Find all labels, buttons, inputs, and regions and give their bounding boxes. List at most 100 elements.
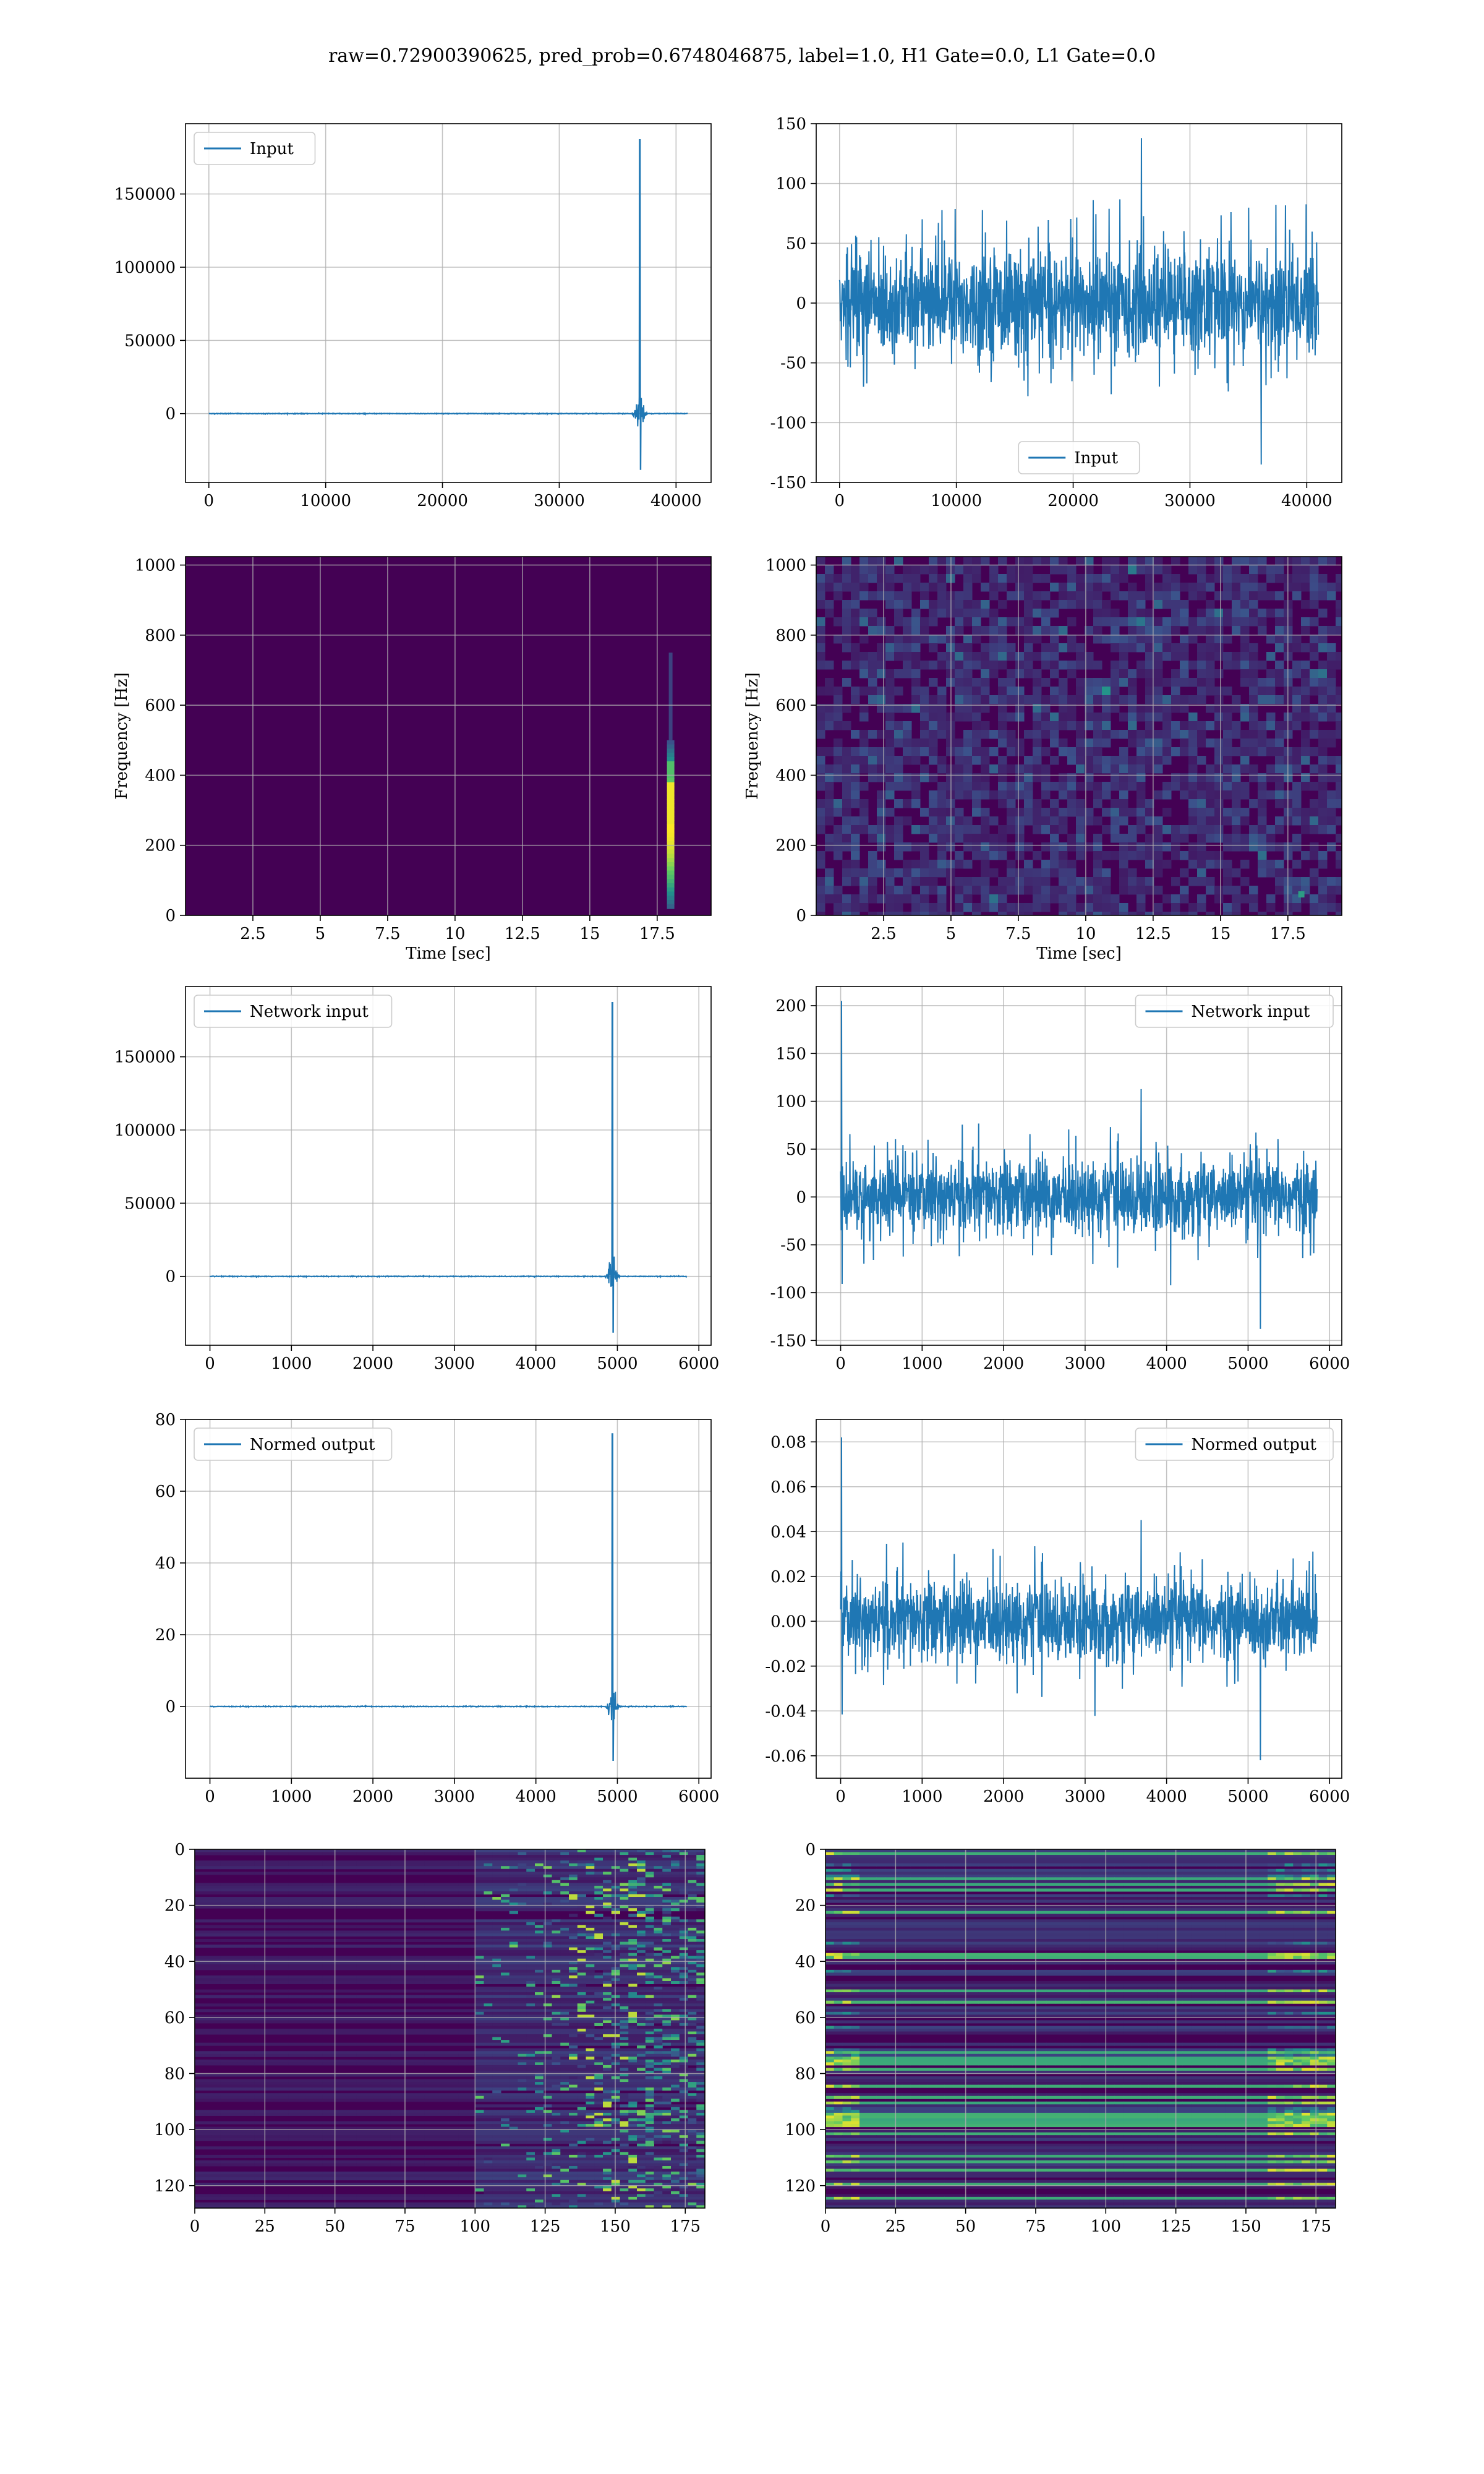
spectrogram-cell — [894, 704, 903, 713]
spectrogram-cell — [1266, 565, 1276, 575]
feature-map-cell — [373, 1967, 382, 1971]
spectrogram-cell — [1050, 816, 1059, 826]
feature-map-cell — [543, 1964, 552, 1967]
spectrogram-cell — [1310, 557, 1319, 566]
spectrogram-cell — [1266, 635, 1276, 644]
spectrogram-cell — [877, 860, 886, 869]
spectrogram-cell — [851, 617, 860, 627]
feature-map-cell — [603, 1947, 612, 1951]
feature-map-cell — [696, 1998, 705, 2001]
feature-map-cell — [475, 1978, 484, 1982]
feature-map-cell — [339, 1980, 348, 1984]
spectrogram-cell — [834, 912, 843, 915]
feature-map-cell — [382, 1925, 391, 1928]
feature-map-cell — [645, 2003, 654, 2007]
feature-map-cell — [594, 1927, 603, 1931]
feature-map-cell — [288, 1995, 297, 1998]
spectrogram-cell — [920, 661, 929, 670]
feature-map-cell — [603, 2011, 612, 2015]
feature-map-cell — [313, 1899, 323, 1903]
feature-map-cell — [586, 2009, 595, 2013]
feature-map-cell — [688, 1863, 697, 1867]
feature-map-cell — [509, 1852, 518, 1856]
spectrogram-cell — [937, 574, 947, 583]
spectrogram-cell — [929, 790, 938, 800]
spectrogram-cell — [868, 652, 877, 661]
spectrogram-cell — [1024, 661, 1033, 670]
feature-map-cell — [645, 1967, 654, 1971]
feature-map-cell — [322, 1995, 331, 1998]
spectrogram-cell — [1128, 678, 1137, 687]
feature-map-cell — [603, 1852, 612, 1856]
feature-map-cell — [552, 1905, 561, 1909]
feature-map-cell — [458, 1872, 467, 1875]
feature-map-cell — [535, 1995, 544, 1998]
spectrogram-cell — [1171, 730, 1180, 739]
spectrogram-cell — [1232, 790, 1241, 800]
spectrogram-cell — [1301, 851, 1310, 860]
feature-map-cell — [688, 1992, 697, 1996]
feature-map-cell — [297, 2003, 306, 2007]
feature-map-cell — [484, 2011, 493, 2015]
feature-map-cell — [577, 1872, 586, 1875]
x-tick-label: 4000 — [1146, 1787, 1187, 1806]
spectrogram-cell — [885, 583, 895, 592]
feature-map-cell — [229, 1860, 238, 1864]
spectrogram-cell — [1188, 695, 1198, 704]
spectrogram-cell — [1076, 600, 1085, 609]
spectrogram-cell — [920, 747, 929, 756]
feature-map-cell — [662, 1956, 672, 1959]
feature-map-cell — [645, 1950, 654, 1954]
spectrogram-cell — [1067, 661, 1077, 670]
feature-map-cell — [484, 1939, 493, 1943]
spectrogram-cell — [1171, 877, 1180, 886]
spectrogram-cell — [1275, 747, 1284, 756]
feature-map-cell — [279, 2014, 289, 2018]
spectrogram-cell — [1067, 842, 1077, 852]
spectrogram-cell — [1119, 713, 1128, 722]
feature-map-cell — [552, 1992, 561, 1996]
spectrogram-cell — [1258, 721, 1267, 730]
feature-map-cell — [501, 1855, 510, 1859]
feature-map-cell — [637, 1987, 646, 1990]
spectrogram-cell — [1171, 851, 1180, 860]
feature-map-cell — [484, 1868, 493, 1872]
feature-map-cell — [679, 2000, 688, 2004]
spectrogram-cell — [903, 635, 912, 644]
feature-map-cell — [424, 1849, 433, 1853]
spectrogram-cell — [911, 583, 921, 592]
feature-map-cell — [399, 1945, 408, 1948]
feature-map-cell — [594, 1947, 603, 1951]
feature-map-cell — [458, 1945, 467, 1948]
feature-map-cell — [654, 2003, 663, 2007]
spectrogram-cell — [851, 773, 860, 782]
spectrogram-cell — [894, 799, 903, 808]
spectrogram-cell — [1171, 609, 1180, 618]
feature-map-cell — [288, 1975, 297, 1979]
feature-map-cell — [220, 1852, 229, 1856]
spectrogram-cell — [1336, 773, 1342, 782]
feature-map-cell — [458, 2003, 467, 2007]
feature-map-cell — [373, 1891, 382, 1894]
feature-map-cell — [390, 1849, 399, 1853]
feature-map-cell — [518, 1947, 527, 1951]
feature-map-cell — [654, 1941, 663, 1945]
spectrogram-cell — [903, 652, 912, 661]
spectrogram-cell — [920, 825, 929, 834]
spectrogram-cell — [1085, 678, 1094, 687]
feature-map-cell — [654, 1953, 663, 1956]
feature-map-cell — [645, 1919, 654, 1923]
spectrogram-cell — [842, 609, 851, 618]
spectrogram-cell — [1249, 747, 1258, 756]
spectrogram-cell — [1336, 626, 1342, 635]
feature-map-cell — [229, 2009, 238, 2013]
feature-map-cell — [390, 1945, 399, 1948]
spectrogram-cell — [1258, 738, 1267, 748]
spectrogram-cell — [1007, 790, 1016, 800]
feature-map-cell — [416, 2014, 425, 2018]
feature-map-cell — [424, 1925, 433, 1928]
feature-map-cell — [543, 1908, 552, 1912]
feature-map-cell — [560, 1872, 569, 1875]
feature-map-cell — [450, 1975, 459, 1979]
feature-map-cell — [203, 1975, 212, 1979]
